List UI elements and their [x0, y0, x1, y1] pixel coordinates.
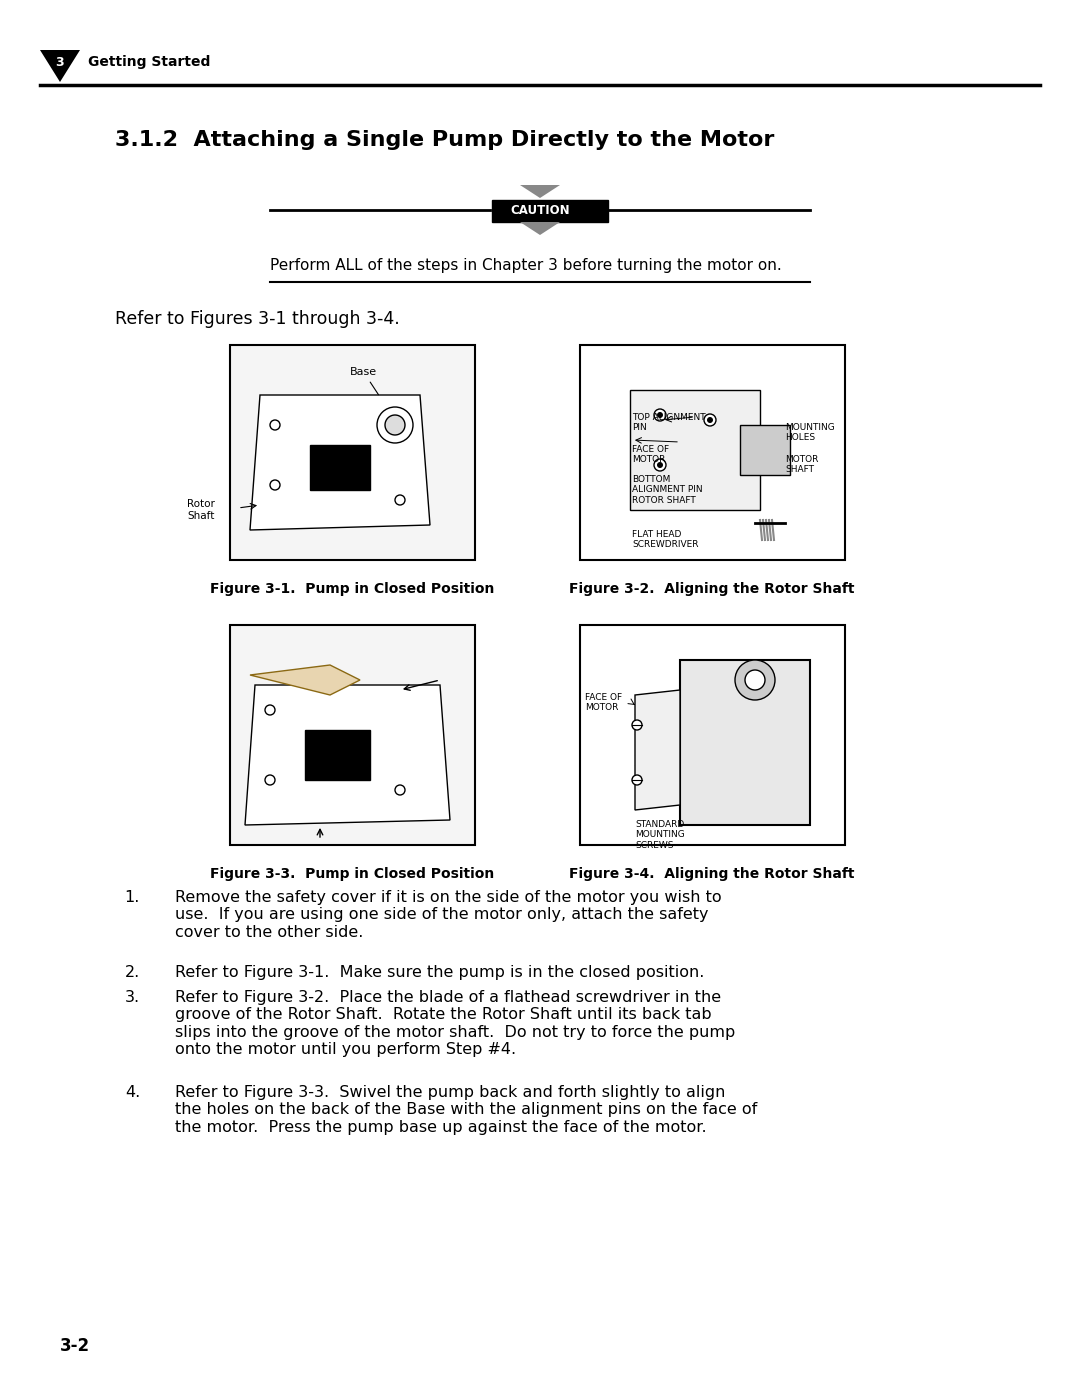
Text: MOTOR
SHAFT: MOTOR SHAFT — [785, 455, 819, 475]
Bar — [230, 345, 475, 560]
Polygon shape — [635, 690, 680, 810]
Circle shape — [395, 495, 405, 504]
Circle shape — [745, 671, 765, 690]
Text: 4.: 4. — [125, 1085, 140, 1099]
Circle shape — [265, 705, 275, 715]
Circle shape — [384, 415, 405, 434]
Text: Remove the safety cover if it is on the side of the motor you wish to
use.  If y: Remove the safety cover if it is on the … — [175, 890, 721, 940]
Text: 3.1.2  Attaching a Single Pump Directly to the Motor: 3.1.2 Attaching a Single Pump Directly t… — [114, 130, 774, 149]
Text: BOTTOM
ALIGNMENT PIN
ROTOR SHAFT: BOTTOM ALIGNMENT PIN ROTOR SHAFT — [632, 475, 703, 504]
Circle shape — [704, 414, 716, 426]
Bar — [680, 659, 810, 826]
Text: 3: 3 — [56, 56, 65, 68]
Circle shape — [632, 775, 642, 785]
Text: Figure 3-1.  Pump in Closed Position: Figure 3-1. Pump in Closed Position — [210, 583, 495, 597]
Bar — [580, 345, 845, 560]
Circle shape — [265, 775, 275, 785]
Text: 2.: 2. — [125, 965, 140, 981]
Circle shape — [654, 460, 666, 471]
Text: TOP ALIGNMENT
PIN: TOP ALIGNMENT PIN — [632, 414, 705, 433]
Text: 3.: 3. — [125, 990, 140, 1004]
Circle shape — [735, 659, 775, 700]
Circle shape — [395, 785, 405, 795]
Polygon shape — [249, 665, 360, 694]
Bar — [740, 425, 789, 475]
Text: Perform ALL of the steps in Chapter 3 before turning the motor on.: Perform ALL of the steps in Chapter 3 be… — [270, 258, 782, 272]
Circle shape — [707, 416, 713, 423]
Bar — [305, 731, 370, 780]
Circle shape — [657, 462, 663, 468]
Bar — [310, 446, 370, 490]
Circle shape — [657, 412, 663, 418]
Text: STANDARD
MOUNTING
SCREWS: STANDARD MOUNTING SCREWS — [635, 820, 685, 849]
Circle shape — [654, 409, 666, 420]
Text: CAUTION: CAUTION — [510, 204, 570, 218]
Text: FACE OF
MOTOR: FACE OF MOTOR — [585, 693, 622, 712]
Text: 3-2: 3-2 — [60, 1337, 90, 1355]
Polygon shape — [249, 395, 430, 529]
Text: Figure 3-3.  Pump in Closed Position: Figure 3-3. Pump in Closed Position — [210, 868, 495, 882]
Text: FLAT HEAD
SCREWDRIVER: FLAT HEAD SCREWDRIVER — [632, 529, 699, 549]
Text: Figure 3-4.  Aligning the Rotor Shaft: Figure 3-4. Aligning the Rotor Shaft — [569, 868, 854, 882]
Text: Rotor
Shaft: Rotor Shaft — [187, 499, 215, 521]
Bar — [580, 624, 845, 845]
Polygon shape — [40, 50, 80, 82]
Text: 1.: 1. — [124, 890, 140, 905]
Circle shape — [377, 407, 413, 443]
Circle shape — [270, 481, 280, 490]
Polygon shape — [519, 222, 561, 235]
Text: Refer to Figure 3-1.  Make sure the pump is in the closed position.: Refer to Figure 3-1. Make sure the pump … — [175, 965, 704, 981]
Text: Getting Started: Getting Started — [87, 54, 211, 68]
Text: Base: Base — [350, 367, 378, 395]
Text: Refer to Figure 3-2.  Place the blade of a flathead screwdriver in the
groove of: Refer to Figure 3-2. Place the blade of … — [175, 990, 735, 1058]
Text: Figure 3-2.  Aligning the Rotor Shaft: Figure 3-2. Aligning the Rotor Shaft — [569, 583, 854, 597]
Circle shape — [270, 420, 280, 430]
Text: FACE OF
MOTOR: FACE OF MOTOR — [632, 446, 670, 464]
Text: MOUNTING
HOLES: MOUNTING HOLES — [785, 423, 835, 443]
FancyBboxPatch shape — [492, 200, 608, 222]
Bar — [630, 390, 760, 510]
Text: Refer to Figures 3-1 through 3-4.: Refer to Figures 3-1 through 3-4. — [114, 310, 400, 328]
Polygon shape — [519, 184, 561, 198]
Circle shape — [632, 719, 642, 731]
Polygon shape — [245, 685, 450, 826]
Text: Refer to Figure 3-3.  Swivel the pump back and forth slightly to align
the holes: Refer to Figure 3-3. Swivel the pump bac… — [175, 1085, 757, 1134]
Bar — [230, 624, 475, 845]
